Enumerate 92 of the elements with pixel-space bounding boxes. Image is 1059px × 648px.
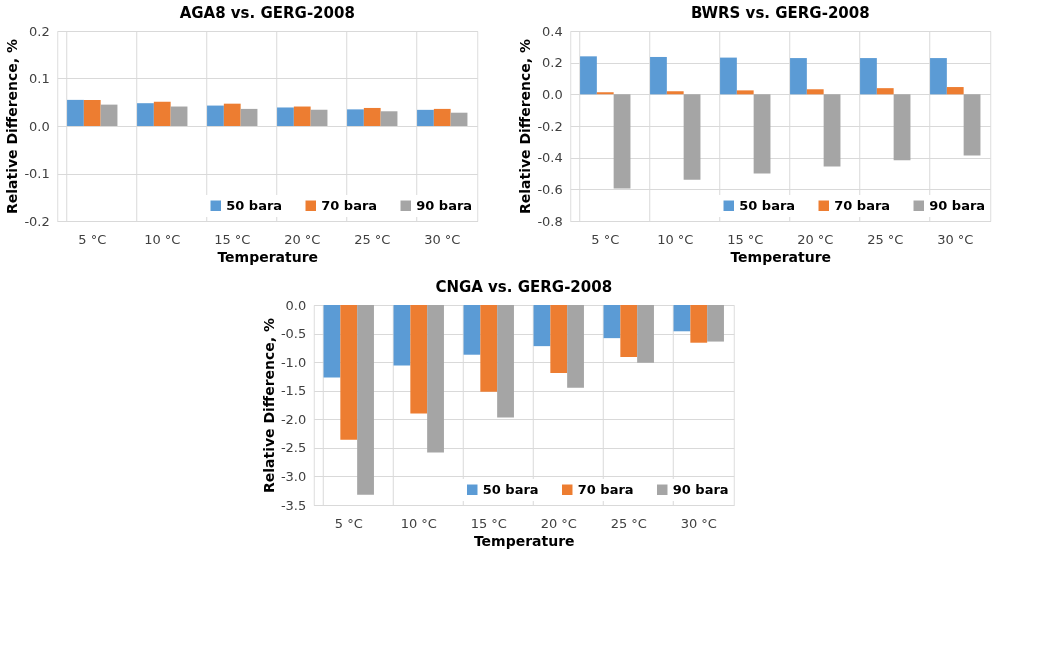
y-tick-label: -0.2: [537, 118, 563, 134]
y-tick-label: -0.1: [24, 166, 50, 181]
bar: [100, 104, 118, 126]
bar: [596, 92, 614, 95]
y-tick-label: -0.2: [24, 213, 50, 229]
bar: [823, 94, 841, 167]
y-tick-label: -0.4: [537, 150, 563, 166]
y-tick-label: 0.2: [542, 55, 563, 71]
bar: [293, 106, 311, 126]
x-tick-label: 5 °C: [78, 231, 107, 247]
legend-label: 50 bara: [226, 197, 283, 213]
bar: [380, 111, 398, 126]
x-tick-label: 30 °C: [937, 231, 974, 247]
bar: [310, 109, 328, 126]
x-tick-label: 25 °C: [610, 515, 647, 531]
bar: [277, 107, 294, 126]
bar: [860, 58, 877, 95]
bar: [806, 89, 824, 95]
bar: [650, 56, 667, 95]
y-tick-label: 0.4: [542, 23, 563, 39]
legend-label: 90 bara: [672, 481, 729, 497]
x-tick-label: 10 °C: [657, 231, 694, 247]
x-tick-label: 15 °C: [727, 231, 764, 247]
y-tick-label: -1.0: [280, 354, 307, 370]
bar: [753, 94, 771, 174]
bar: [137, 103, 154, 126]
chart-title: BWRS vs. GERG-2008: [690, 4, 870, 22]
x-axis-title: Temperature: [473, 532, 575, 549]
legend-label: 50 bara: [482, 481, 539, 497]
x-tick-label: 15 °C: [214, 231, 251, 247]
bar: [450, 112, 468, 126]
x-tick-label: 10 °C: [144, 231, 181, 247]
y-axis-title: Relative Difference, %: [4, 38, 21, 215]
x-tick-label: 15 °C: [470, 515, 507, 531]
bar: [946, 87, 964, 95]
x-tick-label: 30 °C: [424, 231, 461, 247]
bar: [790, 58, 807, 95]
y-tick-label: -0.8: [537, 213, 563, 229]
y-tick-label: -1.5: [280, 383, 307, 399]
y-tick-label: -0.6: [537, 181, 563, 197]
bar: [67, 99, 84, 126]
bar: [666, 91, 684, 95]
chart-title: AGA8 vs. GERG-2008: [179, 4, 355, 22]
bar: [417, 109, 434, 126]
bar: [433, 108, 451, 126]
x-tick-label: 25 °C: [867, 231, 904, 247]
x-tick-label: 20 °C: [797, 231, 834, 247]
bar: [153, 101, 171, 126]
x-tick-label: 25 °C: [354, 231, 391, 247]
legend-label: 90 bara: [929, 197, 986, 213]
bar: [736, 90, 754, 95]
x-tick-label: 30 °C: [680, 515, 717, 531]
bar: [683, 94, 701, 180]
y-axis-title: Relative Difference, %: [517, 38, 534, 215]
y-tick-label: 0.0: [29, 118, 50, 134]
legend-label: 90 bara: [416, 197, 473, 213]
bar: [83, 99, 101, 126]
y-tick-label: 0.0: [542, 86, 563, 102]
legend-label: 70 bara: [321, 197, 378, 213]
x-axis-title: Temperature: [217, 248, 319, 265]
bar: [876, 88, 894, 95]
bar: [207, 105, 224, 126]
y-tick-label: 0.0: [285, 297, 307, 313]
x-tick-label: 5 °C: [334, 515, 363, 531]
bar: [893, 94, 911, 161]
legend-label: 50 bara: [739, 197, 796, 213]
y-tick-label: -0.5: [280, 326, 307, 342]
bar: [223, 103, 241, 126]
x-tick-label: 20 °C: [284, 231, 321, 247]
y-tick-label: 0.1: [29, 71, 50, 86]
bar: [170, 106, 188, 126]
y-tick-label: -2.0: [280, 411, 307, 427]
y-tick-label: -3.0: [280, 468, 307, 484]
x-tick-label: 20 °C: [540, 515, 577, 531]
bar: [240, 108, 258, 126]
x-axis-title: Temperature: [730, 248, 832, 265]
bar: [963, 94, 981, 156]
bar: [363, 107, 381, 126]
y-tick-label: 0.2: [29, 23, 50, 39]
y-axis-title: Relative Difference, %: [260, 317, 277, 494]
legend-label: 70 bara: [834, 197, 891, 213]
bar: [347, 109, 364, 126]
bar: [930, 58, 947, 95]
bar: [720, 57, 737, 95]
x-tick-label: 5 °C: [591, 231, 620, 247]
y-tick-label: -3.5: [280, 497, 307, 513]
chart-title: CNGA vs. GERG-2008: [435, 278, 613, 296]
legend-label: 70 bara: [577, 481, 634, 497]
x-tick-label: 10 °C: [400, 515, 437, 531]
bar: [580, 56, 597, 95]
bar: [613, 94, 631, 189]
y-tick-label: -2.5: [280, 440, 307, 456]
